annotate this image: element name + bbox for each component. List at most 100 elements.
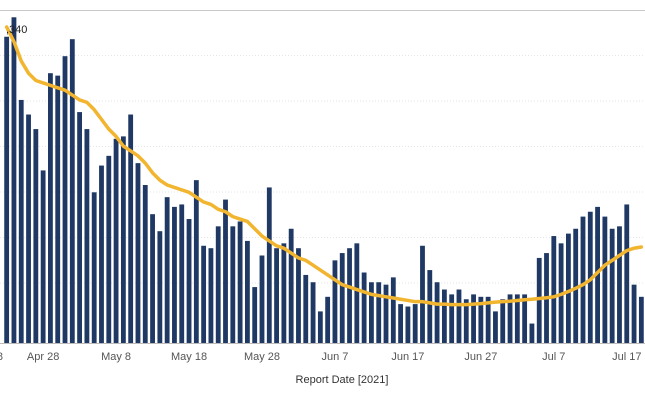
bar	[565, 233, 571, 343]
bar	[193, 180, 199, 343]
bar	[347, 248, 352, 343]
bar	[383, 284, 389, 343]
bar	[420, 245, 425, 343]
bar	[609, 228, 615, 343]
x-tick-label: Jun 17	[391, 351, 424, 363]
bar	[274, 248, 279, 343]
bar	[514, 294, 520, 343]
bar	[252, 287, 258, 343]
bar	[434, 282, 440, 343]
x-tick-label: Apr 28	[27, 351, 59, 363]
bar	[471, 294, 476, 343]
x-tick-label: Jul 17	[612, 351, 641, 363]
bar	[99, 165, 104, 343]
bar	[361, 272, 367, 343]
bar	[412, 304, 418, 343]
bar	[441, 289, 447, 343]
bar	[237, 221, 243, 343]
bar	[69, 39, 75, 344]
bar	[376, 282, 382, 343]
bar	[120, 136, 126, 343]
bar	[135, 163, 141, 343]
bar	[449, 294, 455, 343]
bar	[128, 114, 134, 344]
bar	[201, 245, 207, 343]
x-tick-label: May 18	[171, 351, 207, 363]
bar	[310, 282, 316, 343]
bar	[485, 296, 491, 343]
bar	[172, 206, 177, 343]
bar	[33, 129, 39, 343]
bar	[259, 255, 265, 343]
bar-series	[4, 17, 644, 344]
bar	[244, 240, 250, 343]
x-tick-label: Jun 27	[464, 351, 497, 363]
bar	[266, 187, 272, 343]
bar	[18, 99, 24, 344]
bar	[62, 56, 68, 344]
bar	[529, 323, 535, 343]
bar	[186, 219, 192, 343]
bar	[77, 112, 83, 343]
x-tick-label: May 28	[244, 351, 280, 363]
bar	[281, 243, 287, 343]
bar	[48, 73, 53, 343]
bar	[164, 197, 170, 343]
bar	[398, 304, 404, 343]
bar	[602, 216, 608, 343]
bar	[113, 138, 119, 343]
x-tick-label: Jun 7	[321, 351, 348, 363]
bar	[91, 192, 97, 343]
bar	[157, 231, 163, 343]
bar	[317, 311, 323, 343]
x-tick-label: May 8	[101, 351, 131, 363]
bar	[631, 284, 637, 343]
bar	[624, 204, 630, 343]
bar	[142, 185, 148, 343]
bar	[573, 228, 579, 343]
bar	[223, 199, 228, 343]
bar	[325, 296, 331, 343]
bar	[463, 299, 469, 343]
x-axis-ticks: 8 Apr 28 May 8 May 18 May 28 Jun 7 Jun 17 Jun 2…	[0, 351, 641, 363]
bar	[500, 299, 506, 343]
average-line	[4, 25, 644, 307]
bar	[11, 17, 17, 343]
x-tick-label: 8	[0, 351, 3, 363]
bar	[84, 129, 90, 343]
bar	[208, 248, 214, 343]
bar	[551, 236, 557, 343]
bar	[26, 114, 31, 344]
peak-value-label: ,340	[6, 24, 27, 36]
bar	[617, 226, 622, 343]
bar	[427, 270, 433, 343]
bar	[536, 257, 542, 343]
bar	[303, 274, 309, 343]
bar	[288, 228, 294, 343]
x-tick-label: Jul 7	[542, 351, 565, 363]
bar	[456, 289, 462, 343]
bar	[369, 282, 374, 343]
bar	[4, 36, 10, 344]
bar	[332, 260, 338, 343]
bar	[339, 253, 345, 343]
bar	[405, 306, 411, 343]
bar	[507, 294, 513, 343]
bar	[478, 296, 484, 343]
bar	[580, 216, 586, 343]
bar	[354, 243, 360, 343]
bar	[150, 214, 155, 343]
gridlines	[0, 10, 645, 284]
bar	[522, 294, 528, 343]
bar	[179, 204, 185, 343]
bar	[230, 226, 236, 343]
bar	[40, 170, 46, 343]
bar	[55, 75, 61, 343]
bar	[106, 155, 112, 343]
bar	[296, 248, 301, 343]
bar	[638, 296, 644, 343]
bar	[390, 277, 396, 343]
bar	[215, 226, 221, 343]
x-axis-title: Report Date [2021]	[296, 374, 389, 386]
